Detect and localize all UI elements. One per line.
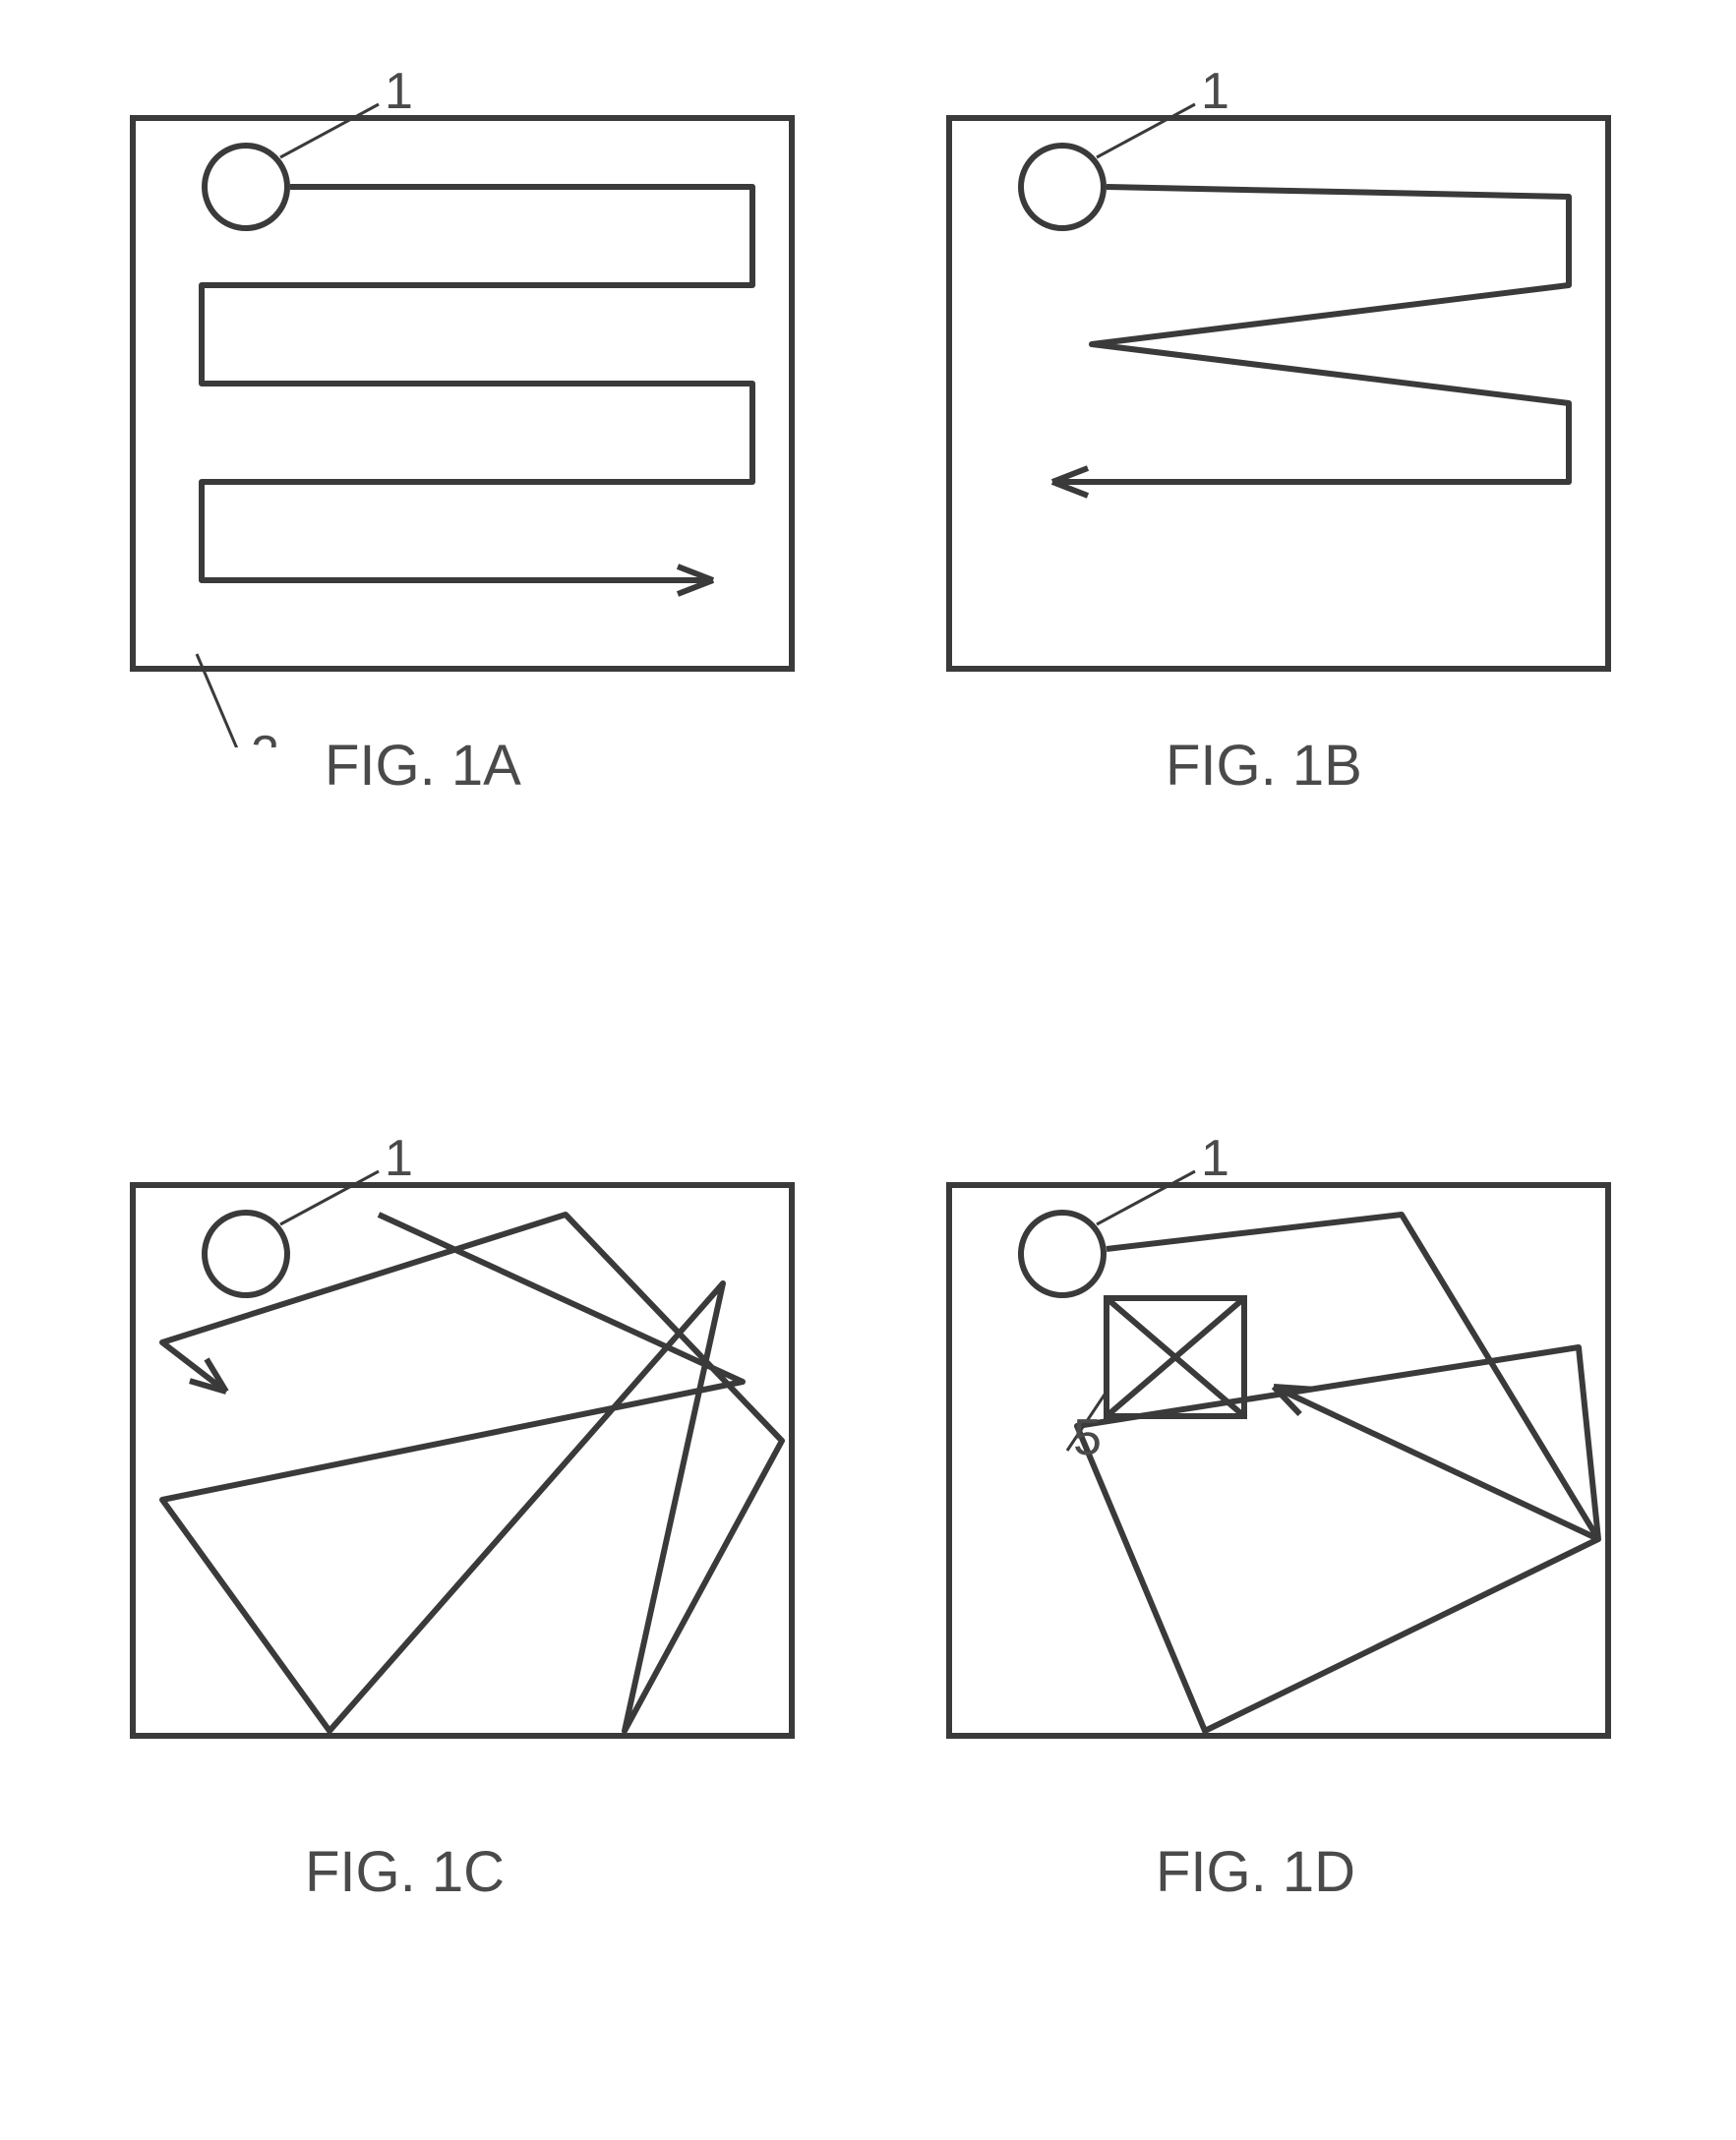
fig-1b-svg: 1 — [870, 39, 1687, 747]
fig-1c-svg: 1 — [54, 1106, 870, 1814]
callout-label: 1 — [385, 63, 413, 120]
callout-leader — [1097, 1171, 1195, 1224]
room-boundary — [133, 1185, 792, 1736]
robot-icon — [1021, 1213, 1104, 1295]
fig-1a-svg: 12 — [54, 39, 870, 747]
trajectory-path — [202, 187, 752, 580]
obstacle-cross — [1107, 1298, 1244, 1416]
callout-label: 2 — [251, 726, 279, 747]
panel-fig-1c: 1 — [54, 1106, 870, 1814]
callout-label: 1 — [1201, 1130, 1229, 1187]
robot-icon — [205, 1213, 287, 1295]
trajectory-path — [1077, 1215, 1598, 1731]
panel-fig-1a: 12 — [54, 39, 870, 747]
caption-fig-1c: FIG. 1C — [305, 1839, 505, 1905]
panel-fig-1d: 15 — [870, 1106, 1687, 1814]
callout-leader — [1097, 104, 1195, 157]
callout-leader — [280, 1171, 379, 1224]
callout-label: 1 — [1201, 63, 1229, 120]
robot-icon — [1021, 146, 1104, 228]
robot-icon — [205, 146, 287, 228]
callout-label: 1 — [385, 1130, 413, 1187]
callout-label: 5 — [1073, 1409, 1102, 1466]
callout-leader — [280, 104, 379, 157]
figure-page: 12 FIG. 1A 1 FIG. 1B 1 FIG. 1C 15 FIG. 1… — [0, 0, 1736, 2140]
fig-1d-svg: 15 — [870, 1106, 1687, 1814]
room-boundary — [949, 1185, 1608, 1736]
caption-fig-1b: FIG. 1B — [1166, 733, 1362, 799]
caption-fig-1a: FIG. 1A — [325, 733, 521, 799]
trajectory-path — [1052, 187, 1569, 482]
panel-fig-1b: 1 — [870, 39, 1687, 747]
caption-fig-1d: FIG. 1D — [1156, 1839, 1355, 1905]
